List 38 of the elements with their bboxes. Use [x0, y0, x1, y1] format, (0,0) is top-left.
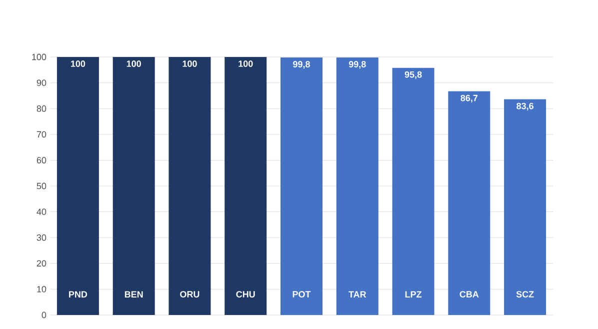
- y-tick-label: 40: [36, 208, 46, 215]
- data-label: 100: [182, 60, 197, 67]
- x-tick-label: BEN: [124, 291, 143, 298]
- bar: [336, 58, 378, 315]
- data-label: 99,8: [348, 61, 366, 69]
- bar: [280, 58, 322, 315]
- y-tick-label: 90: [36, 80, 46, 86]
- y-tick-label: 80: [36, 105, 46, 112]
- y-tick-label: 70: [36, 131, 46, 138]
- x-tick-label: CBA: [460, 291, 479, 298]
- bar: [392, 68, 434, 315]
- y-tick-label: 60: [36, 157, 46, 164]
- y-tick-label: 50: [36, 182, 46, 190]
- data-label: 100: [126, 60, 141, 67]
- bar: [168, 56, 211, 315]
- y-tick-label: 0: [42, 312, 46, 318]
- x-tick-label: ORU: [180, 291, 200, 298]
- bar: [56, 56, 99, 315]
- y-tick-label: 20: [36, 260, 46, 267]
- x-tick-label: SCZ: [516, 291, 534, 298]
- x-tick-label: LPZ: [405, 291, 422, 298]
- data-label: 86,7: [460, 94, 478, 103]
- data-label: 100: [71, 60, 86, 67]
- bar: [224, 56, 267, 315]
- y-tick-label: 30: [36, 234, 46, 241]
- data-label: 99,8: [293, 61, 310, 69]
- bar: [448, 91, 490, 315]
- y-tick-label: 100: [32, 54, 46, 60]
- data-label: 95,8: [404, 71, 422, 80]
- data-label: 100: [238, 60, 253, 67]
- y-tick-label: 10: [37, 286, 46, 292]
- x-tick-label: TAR: [348, 291, 366, 298]
- x-tick-label: CHU: [236, 291, 255, 298]
- x-tick-label: PND: [69, 291, 88, 298]
- bar: [112, 56, 155, 315]
- x-tick-label: POT: [292, 291, 311, 298]
- data-label: 83,6: [516, 102, 534, 111]
- bar: [504, 99, 546, 315]
